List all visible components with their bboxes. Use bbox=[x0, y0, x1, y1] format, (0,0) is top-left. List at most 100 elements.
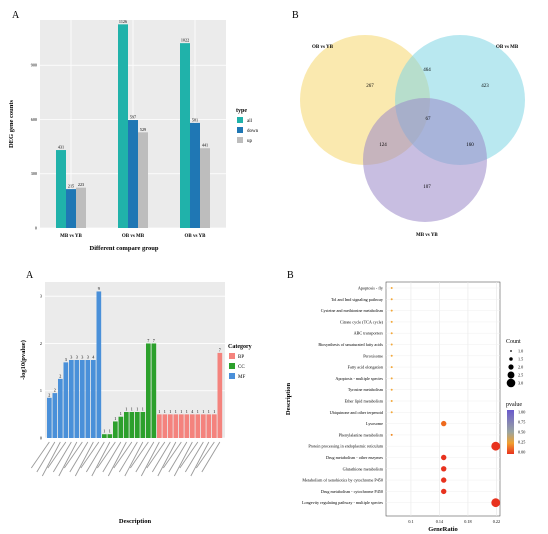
x-tick-label-stub bbox=[30, 441, 50, 469]
color-legend-bar bbox=[507, 410, 514, 454]
bar bbox=[96, 291, 102, 438]
x-tick-label-stub bbox=[195, 441, 215, 469]
venn-region-count: 107 bbox=[423, 185, 431, 190]
x-tick-label-stub bbox=[47, 441, 67, 469]
grid-lines bbox=[386, 282, 500, 516]
legend-swatch bbox=[229, 373, 235, 379]
bar bbox=[206, 414, 212, 438]
venn-set-label: MB vs YB bbox=[416, 233, 438, 238]
y-tick-label: Cysteine and methionine metabolism bbox=[321, 308, 384, 313]
data-label: 1 bbox=[109, 429, 111, 434]
points bbox=[390, 287, 501, 508]
x-tick-label-stub bbox=[69, 441, 89, 473]
data-label: 441 bbox=[202, 143, 208, 148]
venn-diagram: B OB vs YB OB vs MB MB vs YB 267 423 107… bbox=[292, 10, 525, 238]
bar bbox=[212, 414, 217, 438]
x-tick-label-stub bbox=[157, 441, 177, 477]
data-label: 1022 bbox=[181, 38, 189, 43]
x-tick-label: OB vs MB bbox=[122, 234, 145, 239]
bar bbox=[124, 412, 129, 438]
y-tick-label: Fatty acid elongation bbox=[348, 365, 384, 370]
x-tick-label-stub bbox=[135, 441, 155, 473]
x-tick-label-stub bbox=[162, 441, 182, 469]
data-label: 1 bbox=[158, 409, 160, 414]
y-tick-label: ABC transporters bbox=[354, 331, 384, 336]
bar bbox=[151, 343, 157, 438]
bar bbox=[76, 187, 86, 228]
bar bbox=[129, 412, 135, 438]
size-legend-dot bbox=[510, 350, 512, 352]
bar bbox=[58, 378, 63, 438]
y-tick-label: Metabolism of xenobiotics by cytochrome … bbox=[302, 478, 383, 483]
bar bbox=[113, 421, 118, 438]
data-label: 1 bbox=[213, 409, 215, 414]
x-tick-label-stub bbox=[113, 441, 133, 469]
legend-swatch bbox=[229, 353, 235, 359]
y-axis-title: -log10(pvalue) bbox=[20, 340, 27, 380]
bar bbox=[69, 360, 74, 438]
venn-set-label: OB vs YB bbox=[312, 45, 334, 50]
bar bbox=[190, 122, 200, 228]
data-point bbox=[390, 366, 393, 369]
y-tick-label: Glutathione metabolism bbox=[343, 466, 384, 471]
color-legend: 1.00 0.75 0.50 0.25 0.00 bbox=[518, 410, 525, 455]
data-label: 3 bbox=[81, 355, 83, 360]
x-tick-label-stub bbox=[118, 441, 138, 473]
color-legend-label: 0.50 bbox=[518, 430, 525, 435]
x-tick-label-stub bbox=[140, 441, 160, 477]
y-tick-label: Phenylalanine metabolism bbox=[339, 432, 384, 437]
panel-label: B bbox=[292, 10, 299, 21]
legend-label: up bbox=[247, 139, 253, 144]
data-point bbox=[441, 454, 447, 461]
data-point bbox=[390, 411, 393, 414]
y-tick-label: Lysosome bbox=[366, 421, 383, 426]
bar bbox=[180, 43, 190, 228]
y-tick-labels: Apoptosis - fly Tol and Imd signaling pat… bbox=[302, 286, 384, 506]
data-label: 431 bbox=[58, 145, 64, 150]
x-tick-label-stub bbox=[91, 441, 111, 477]
legend-swatch bbox=[237, 127, 243, 133]
y-tick-labels: 0 300 600 900 bbox=[31, 63, 37, 231]
data-point bbox=[390, 343, 393, 346]
x-tick-label-stub bbox=[74, 441, 94, 477]
data-label: 7 bbox=[147, 338, 149, 343]
bar bbox=[200, 148, 210, 228]
plot-frame bbox=[385, 281, 501, 517]
bar bbox=[107, 434, 113, 438]
x-tick-label-stub bbox=[146, 441, 166, 469]
color-legend-title: pvalue bbox=[506, 402, 522, 408]
data-point bbox=[441, 466, 447, 472]
legend-swatch bbox=[229, 363, 235, 369]
data-point bbox=[390, 320, 393, 323]
bar bbox=[74, 360, 80, 438]
data-label: 1 bbox=[120, 411, 122, 416]
y-tick-label: 3 bbox=[40, 294, 42, 299]
bar bbox=[217, 352, 223, 438]
y-tick-label: Protein processing in endoplasmic reticu… bbox=[308, 444, 383, 449]
bar bbox=[118, 416, 124, 438]
data-point bbox=[390, 354, 393, 357]
panel-label: B bbox=[287, 270, 294, 281]
bar bbox=[63, 362, 69, 438]
data-label: 1 bbox=[186, 409, 188, 414]
data-point bbox=[390, 433, 393, 436]
data-label: 1 bbox=[131, 407, 133, 412]
panel-label: A bbox=[12, 10, 20, 21]
data-point bbox=[390, 287, 393, 289]
venn-region-count: 160 bbox=[466, 143, 474, 148]
bar bbox=[66, 189, 76, 228]
data-point bbox=[390, 400, 393, 402]
data-point bbox=[441, 488, 447, 495]
legend-label: all bbox=[247, 119, 253, 124]
data-label: 2 bbox=[54, 388, 56, 393]
bar bbox=[56, 150, 66, 228]
bar bbox=[190, 414, 195, 438]
y-axis-title: Description bbox=[285, 383, 292, 416]
size-legend: 1.0 1.5 2.0 2.5 3.0 bbox=[506, 349, 523, 388]
bar bbox=[47, 397, 52, 438]
data-label: 1 bbox=[202, 409, 204, 414]
y-tick-label: Ether lipid metabolism bbox=[345, 399, 384, 404]
y-tick-label: Tyrosine metabolism bbox=[348, 387, 384, 392]
